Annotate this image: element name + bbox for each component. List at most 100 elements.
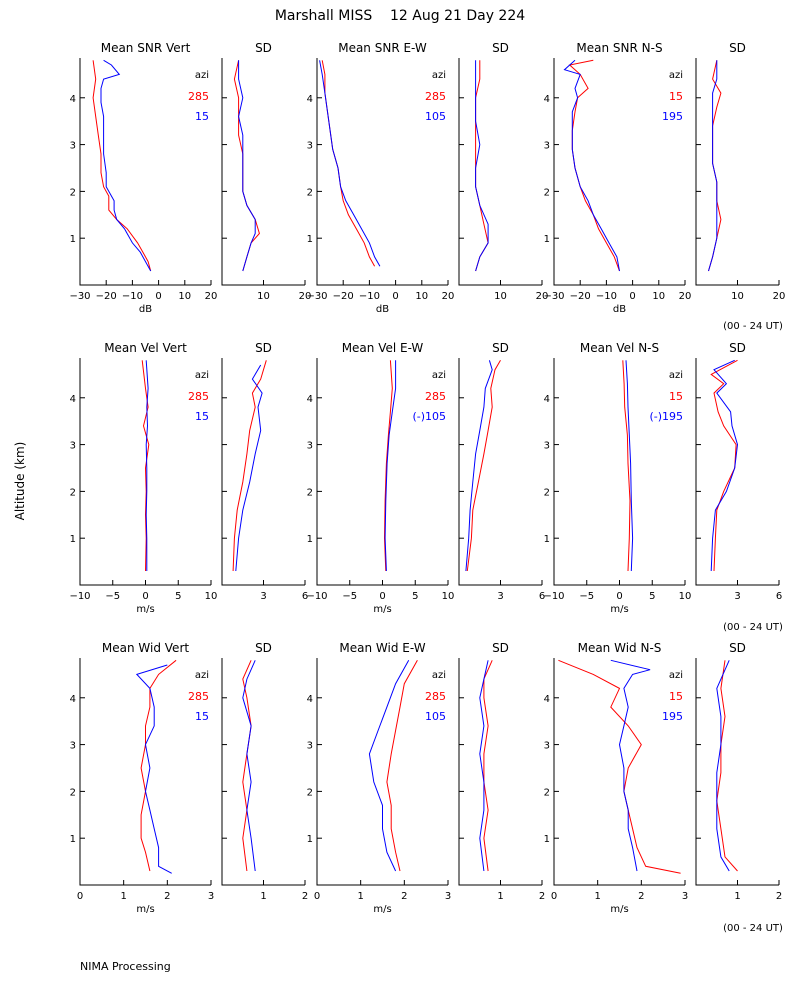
series-line: [232, 360, 267, 572]
series-line: [568, 59, 620, 272]
x-tick-label: 0: [314, 891, 320, 902]
x-tick-label: 0: [77, 891, 83, 902]
y-tick-label: 2: [544, 187, 550, 198]
series-line: [708, 60, 722, 272]
chart-panel: SD 3 6: [695, 341, 782, 602]
legend-item: (-)105: [412, 410, 446, 423]
x-axis-label: m/s: [373, 904, 391, 915]
x-tick-label: −20: [333, 291, 354, 302]
legend-item: 285: [188, 90, 209, 103]
axis-frame: [458, 358, 542, 586]
panel-title: Mean SNR Vert: [101, 41, 191, 55]
legend-item: 285: [188, 390, 209, 403]
legend-header: azi: [195, 70, 209, 81]
legend-item: 15: [669, 690, 683, 703]
x-tick-label: 6: [539, 591, 545, 602]
panel-title: SD: [729, 341, 746, 355]
x-tick-label: −10: [306, 591, 327, 602]
x-tick-label: 6: [776, 591, 782, 602]
series-line: [558, 659, 681, 874]
legend-item: (-)195: [649, 410, 683, 423]
y-tick-label: 2: [70, 787, 76, 798]
panel-title: Mean Vel E-W: [342, 341, 424, 355]
series-line: [386, 660, 418, 872]
series-line: [610, 659, 651, 872]
legend-item: 285: [425, 390, 446, 403]
x-tick-label: 3: [497, 591, 503, 602]
axis-frame: [553, 358, 685, 586]
x-tick-label: −30: [306, 291, 327, 302]
x-tick-label: 20: [773, 291, 786, 302]
y-tick-label: 4: [544, 694, 550, 705]
chart-panel: SD 1 2: [695, 641, 782, 902]
axis-frame: [221, 658, 305, 886]
x-tick-label: 3: [445, 891, 451, 902]
x-axis-label: m/s: [610, 904, 628, 915]
y-axis-label: Altitude (km): [13, 442, 27, 521]
chart-panel: SD 1 2: [458, 641, 545, 902]
x-tick-label: −30: [69, 291, 90, 302]
y-tick-label: 1: [307, 534, 313, 545]
y-tick-label: 4: [307, 94, 313, 105]
axis-frame: [458, 658, 542, 886]
y-tick-label: 4: [70, 94, 76, 105]
y-tick-label: 3: [544, 441, 550, 452]
x-tick-label: 2: [776, 891, 782, 902]
x-tick-label: −20: [570, 291, 591, 302]
y-tick-label: 2: [544, 487, 550, 498]
legend-item: 15: [195, 710, 209, 723]
x-tick-label: −5: [579, 591, 594, 602]
x-tick-label: −10: [359, 291, 380, 302]
x-tick-label: 20: [536, 291, 549, 302]
legend-header: azi: [195, 670, 209, 681]
chart-panel: Mean Vel N-S 1 2 3 4 −10 −5 0 5 10 m/s azi 15 (-)195: [543, 341, 691, 615]
series-line: [622, 360, 631, 572]
y-tick-label: 1: [544, 234, 550, 245]
series-line: [716, 660, 730, 872]
chart-panel: Mean SNR N-S 1 2 3 4 −30 −20 −10 0 10 20 dB azi 15 195: [543, 41, 691, 315]
chart-panel: Mean Vel Vert 1 2 3 4 −10 −5 0 5 10 m/s azi 285 15: [69, 341, 217, 615]
series-line: [140, 659, 177, 872]
y-tick-label: 2: [70, 187, 76, 198]
x-tick-label: 0: [616, 591, 622, 602]
y-tick-label: 2: [307, 787, 313, 798]
axis-frame: [553, 58, 685, 286]
x-tick-label: 1: [260, 891, 266, 902]
axis-frame: [221, 358, 305, 586]
y-tick-label: 4: [70, 694, 76, 705]
x-tick-label: 1: [497, 891, 503, 902]
axis-frame: [695, 58, 779, 286]
chart-panel: Mean Wid Vert 1 2 3 4 0 1 2 3 m/s azi 285 15: [70, 641, 215, 915]
legend-item: 105: [425, 710, 446, 723]
x-tick-label: 0: [155, 291, 161, 302]
series-line: [135, 664, 172, 874]
y-tick-label: 1: [70, 234, 76, 245]
series-line: [145, 360, 149, 571]
panel-title: Mean SNR E-W: [338, 41, 427, 55]
y-tick-label: 4: [544, 394, 550, 405]
chart-panel: SD 10 20: [221, 41, 311, 302]
y-tick-label: 3: [307, 141, 313, 152]
y-tick-label: 3: [307, 441, 313, 452]
legend-item: 285: [425, 90, 446, 103]
series-line: [475, 60, 489, 272]
panel-title: Mean Wid Vert: [102, 641, 189, 655]
legend-item: 285: [188, 690, 209, 703]
x-tick-label: 1: [120, 891, 126, 902]
y-tick-label: 3: [70, 741, 76, 752]
series-line: [92, 60, 152, 272]
panel-title: SD: [492, 341, 509, 355]
chart-panel: Mean Vel E-W 1 2 3 4 −10 −5 0 5 10 m/s azi 285 (-)105: [306, 341, 454, 615]
x-tick-label: 5: [175, 591, 181, 602]
x-tick-label: 10: [205, 591, 218, 602]
x-tick-label: −10: [122, 291, 143, 302]
x-tick-label: 2: [302, 891, 308, 902]
legend-item: 285: [425, 690, 446, 703]
x-tick-label: 3: [682, 891, 688, 902]
panel-title: Mean Vel N-S: [580, 341, 659, 355]
legend-item: 15: [195, 110, 209, 123]
x-tick-label: 10: [257, 291, 270, 302]
y-tick-label: 2: [544, 787, 550, 798]
x-tick-label: 2: [401, 891, 407, 902]
